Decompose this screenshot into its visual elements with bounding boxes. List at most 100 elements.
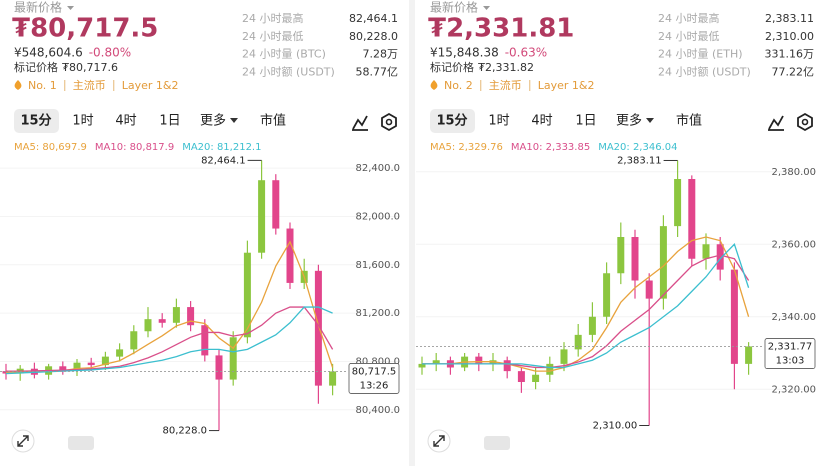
candle-body (59, 366, 67, 370)
cny-price: ¥15,848.38 (430, 46, 499, 60)
stat-value: 77.22亿 (772, 65, 815, 78)
candle-body (730, 269, 738, 364)
legend-entry: MA5: 80,697.9 (14, 142, 87, 153)
timeframe-tab[interactable]: 1时 (488, 114, 509, 129)
expand-icon (17, 435, 29, 447)
indicator-icon[interactable] (768, 115, 784, 131)
candle-body (229, 337, 237, 380)
candle-body (688, 179, 696, 259)
stat-label: 24 小时额 (USDT) (658, 65, 751, 78)
settings-icon[interactable] (797, 112, 813, 132)
stat-label: 24 小时最低 (242, 30, 304, 43)
timeframe-tab[interactable]: 1日 (159, 114, 180, 129)
stat-value: 80,228.0 (349, 30, 398, 43)
candle-body (329, 371, 337, 386)
low-marker-label: 2,310.00 (593, 421, 638, 432)
y-tick-label: 2,320.00 (771, 384, 816, 395)
candle-body (674, 179, 682, 227)
legend-entry: MA10: 2,333.85 (511, 142, 590, 153)
last-price-box (348, 363, 400, 394)
expand-icon (433, 435, 445, 447)
dropdown-arrow[interactable] (646, 118, 655, 123)
candle-body (517, 371, 525, 382)
y-tick-label: 81,200.0 (355, 308, 400, 319)
flame-icon (430, 80, 438, 90)
blurred-watermark (484, 436, 510, 450)
candle-body (215, 355, 223, 380)
y-tick-label: 80,800.0 (355, 356, 400, 367)
panel-divider (409, 0, 415, 466)
candle-body (243, 252, 251, 338)
stat-value: 331.16万 (765, 48, 815, 61)
stat-label: 24 小时量 (ETH) (658, 48, 743, 61)
timeframe-tab[interactable]: 更多 (200, 113, 226, 129)
rank: No. 2 (444, 79, 473, 92)
stat-value: 2,383.11 (765, 12, 814, 25)
candle-body (603, 273, 611, 317)
tag[interactable]: 主流币 (73, 78, 106, 92)
timeframe-tab[interactable]: 4时 (531, 114, 552, 129)
timeframe-tab[interactable]: 市值 (676, 113, 702, 129)
y-tick-label: 2,340.00 (771, 312, 816, 323)
candle-body (144, 319, 152, 332)
settings-icon-dot (385, 118, 393, 126)
timeframe-tab[interactable]: 市值 (260, 113, 286, 129)
settings-icon[interactable] (381, 112, 397, 132)
price-label: 最新价格 (430, 0, 478, 15)
timeframe-tab[interactable]: 4时 (115, 114, 136, 129)
candle-body (258, 180, 266, 253)
last-price-label: 2,331.77 (768, 342, 813, 353)
mark-price-label: 标记价格 (430, 60, 474, 74)
change-percent: -0.80% (89, 46, 131, 60)
timeframe-tab[interactable]: 更多 (616, 113, 642, 129)
cny-price: ¥548,604.6 (14, 46, 83, 60)
candle-body (617, 237, 625, 274)
indicator-icon[interactable] (352, 115, 368, 131)
stat-label: 24 小时最高 (658, 11, 720, 25)
candle-body (659, 226, 667, 299)
high-marker-label: 2,383.11 (617, 155, 662, 166)
candle-body (475, 356, 483, 364)
dropdown-arrow[interactable] (483, 6, 491, 10)
mark-price-label: 标记价格 (14, 60, 58, 74)
stat-value: 58.77亿 (356, 65, 399, 78)
low-marker-label: 80,228.0 (162, 426, 207, 437)
tag[interactable]: Layer 1&2 (122, 79, 179, 92)
last-price: ₮2,331.81 (428, 14, 574, 44)
candle-body (503, 360, 511, 372)
blurred-watermark (68, 436, 94, 450)
high-marker-label: 82,464.1 (201, 155, 246, 166)
candle-body (87, 362, 95, 366)
legend-entry: MA20: 81,212.1 (182, 142, 261, 153)
ma-line (422, 243, 750, 369)
stat-label: 24 小时额 (USDT) (242, 65, 335, 78)
stat-label: 24 小时量 (BTC) (242, 48, 326, 61)
candle-body (418, 363, 426, 368)
timeframe-tab[interactable]: 1时 (72, 114, 93, 129)
active-tab-bg (14, 109, 59, 133)
dropdown-arrow[interactable] (67, 6, 75, 10)
timeframe-tab[interactable]: 15分 (436, 113, 467, 129)
countdown: 13:03 (776, 356, 805, 367)
tag[interactable]: 主流币 (489, 78, 522, 92)
candle-body (574, 334, 582, 350)
dropdown-arrow[interactable] (230, 118, 239, 123)
y-tick-label: 80,400.0 (355, 405, 400, 416)
countdown: 13:26 (360, 380, 389, 391)
candle-body (432, 360, 440, 364)
candle-body (158, 319, 166, 323)
timeframe-tab[interactable]: 1日 (575, 114, 596, 129)
y-tick-label: 2,360.00 (771, 239, 816, 250)
y-tick-label: 82,000.0 (355, 211, 400, 222)
candle-body (201, 325, 209, 356)
last-price-box (764, 338, 816, 369)
candle-body (116, 349, 124, 357)
y-tick-label: 82,400.0 (355, 163, 400, 174)
tag[interactable]: Layer 1&2 (538, 79, 595, 92)
ma-line (6, 306, 334, 372)
last-price-label: 80,717.5 (352, 366, 397, 377)
candle-body (73, 362, 81, 370)
timeframe-tab[interactable]: 15分 (20, 113, 51, 129)
